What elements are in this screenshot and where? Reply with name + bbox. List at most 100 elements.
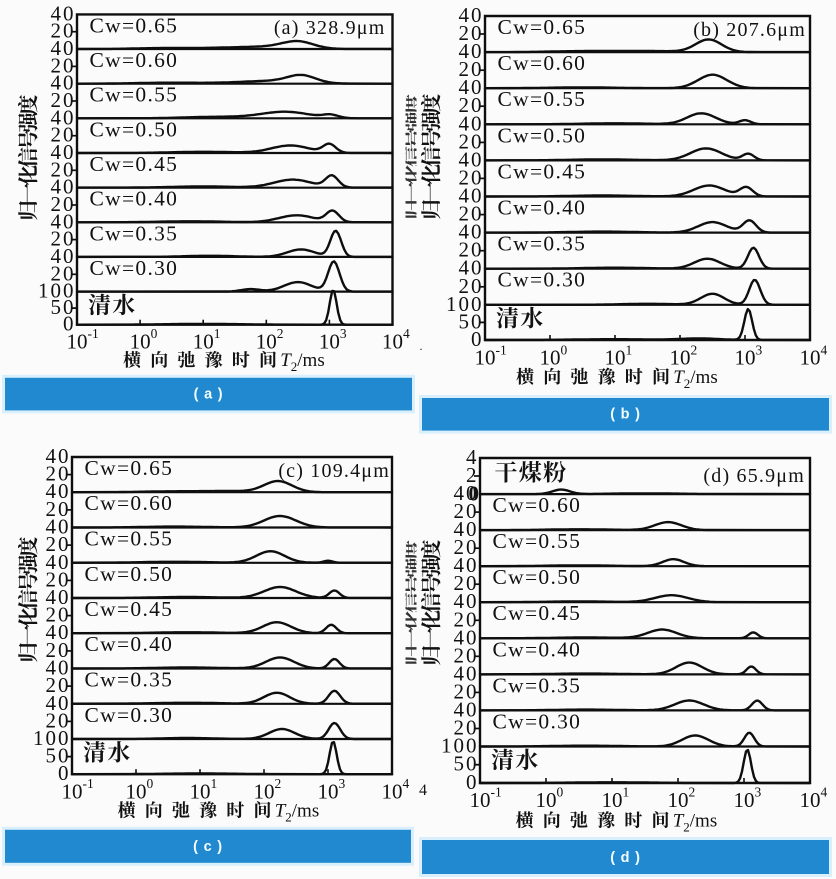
svg-text:Cw=0.55: Cw=0.55 — [498, 87, 587, 111]
svg-text:10-1: 10-1 — [62, 776, 94, 803]
svg-text:0: 0 — [471, 327, 484, 351]
svg-text:Cw=0.30: Cw=0.30 — [493, 709, 582, 733]
svg-text:100: 100 — [126, 776, 154, 803]
svg-text:40: 40 — [51, 36, 76, 60]
svg-text:40: 40 — [46, 620, 71, 644]
svg-text:10-1: 10-1 — [67, 326, 99, 353]
svg-text:104: 104 — [800, 342, 828, 369]
svg-text:20: 20 — [459, 165, 484, 189]
svg-text:20: 20 — [51, 157, 76, 181]
svg-text:Cw=0.50: Cw=0.50 — [90, 117, 179, 141]
svg-text:Cw=0.55: Cw=0.55 — [493, 529, 582, 553]
svg-text:40: 40 — [46, 585, 71, 609]
svg-text:Cw=0.45: Cw=0.45 — [493, 601, 582, 625]
svg-text:T2/ms: T2/ms — [673, 367, 718, 391]
svg-text:40: 40 — [46, 515, 71, 539]
svg-text:100: 100 — [130, 326, 158, 353]
svg-text:(d) 65.9μm: (d) 65.9μm — [703, 465, 805, 487]
svg-text:40: 40 — [51, 209, 76, 233]
svg-text:40: 40 — [459, 147, 484, 171]
svg-text:Cw=0.30: Cw=0.30 — [90, 256, 179, 280]
svg-text:20: 20 — [459, 274, 484, 298]
svg-text:50: 50 — [459, 309, 484, 333]
svg-text:( a ): ( a ) — [194, 387, 224, 403]
svg-text:Cw=0.60: Cw=0.60 — [498, 51, 587, 75]
svg-text:40: 40 — [459, 220, 484, 244]
svg-text:( d ): ( d ) — [610, 850, 641, 866]
svg-text:T2/ms: T2/ms — [280, 350, 325, 374]
svg-text:50: 50 — [46, 744, 71, 768]
svg-text:40: 40 — [459, 184, 484, 208]
svg-text:·: · — [419, 342, 423, 356]
svg-text:Cw=0.65: Cw=0.65 — [498, 15, 587, 39]
svg-text:102: 102 — [668, 785, 696, 812]
svg-text:20: 20 — [454, 643, 479, 667]
svg-text:4: 4 — [466, 445, 479, 469]
svg-text:102: 102 — [254, 776, 282, 803]
svg-text:20: 20 — [46, 673, 71, 697]
svg-text:20: 20 — [459, 21, 484, 45]
svg-text:Cw=0.65: Cw=0.65 — [85, 456, 174, 480]
svg-text:Cw=0.50: Cw=0.50 — [493, 565, 582, 589]
svg-text:40: 40 — [459, 39, 484, 63]
svg-text:Cw=0.35: Cw=0.35 — [85, 668, 174, 692]
svg-text:40: 40 — [51, 1, 76, 25]
svg-text:100: 100 — [33, 726, 71, 750]
svg-text:40: 40 — [46, 444, 71, 468]
svg-text:40: 40 — [46, 479, 71, 503]
svg-text:104: 104 — [800, 785, 828, 812]
svg-text:Cw=0.45: Cw=0.45 — [85, 597, 174, 621]
svg-text:20: 20 — [51, 123, 76, 147]
svg-text:40: 40 — [51, 244, 76, 268]
svg-text:20: 20 — [454, 607, 479, 631]
svg-text:101: 101 — [190, 776, 218, 803]
svg-text:(c) 109.4μm: (c) 109.4μm — [278, 460, 390, 482]
svg-text:( b ): ( b ) — [610, 407, 641, 423]
svg-text:103: 103 — [734, 785, 762, 812]
svg-text:20: 20 — [454, 499, 479, 523]
svg-text:0: 0 — [58, 761, 71, 785]
svg-text:Cw=0.40: Cw=0.40 — [498, 196, 587, 220]
svg-text:Cw=0.60: Cw=0.60 — [85, 491, 174, 515]
svg-text:Cw=0.40: Cw=0.40 — [90, 187, 179, 211]
svg-text:20: 20 — [51, 88, 76, 112]
svg-text:40: 40 — [459, 111, 484, 135]
svg-text:40: 40 — [51, 105, 76, 129]
svg-text:4: 4 — [419, 782, 427, 799]
svg-text:40: 40 — [459, 256, 484, 280]
svg-text:20: 20 — [51, 192, 76, 216]
svg-text:100: 100 — [540, 342, 568, 369]
svg-text:Cw=0.50: Cw=0.50 — [85, 562, 174, 586]
svg-text:20: 20 — [459, 202, 484, 226]
svg-text:40: 40 — [46, 656, 71, 680]
svg-text:(a) 328.9μm: (a) 328.9μm — [274, 17, 386, 39]
svg-text:Cw=0.30: Cw=0.30 — [498, 268, 587, 292]
svg-text:20: 20 — [454, 716, 479, 740]
svg-text:40: 40 — [454, 661, 479, 685]
svg-text:20: 20 — [51, 227, 76, 251]
svg-text:40: 40 — [459, 3, 484, 27]
svg-text:104: 104 — [382, 776, 410, 803]
svg-text:101: 101 — [193, 326, 221, 353]
svg-text:40: 40 — [454, 517, 479, 541]
svg-text:( c ): ( c ) — [193, 839, 223, 855]
svg-text:104: 104 — [382, 326, 410, 353]
svg-text:50: 50 — [51, 295, 76, 319]
svg-text:20: 20 — [459, 57, 484, 81]
svg-text:20: 20 — [454, 571, 479, 595]
svg-text:Cw=0.30: Cw=0.30 — [85, 703, 174, 727]
svg-text:Cw=0.55: Cw=0.55 — [90, 83, 179, 107]
svg-text:Cw=0.50: Cw=0.50 — [498, 123, 587, 147]
svg-text:0: 0 — [469, 482, 480, 506]
svg-text:101: 101 — [602, 785, 630, 812]
svg-text:10-1: 10-1 — [475, 342, 507, 369]
svg-text:40: 40 — [454, 553, 479, 577]
svg-text:T2/ms: T2/ms — [275, 801, 320, 825]
svg-text:20: 20 — [51, 53, 76, 77]
svg-text:100: 100 — [441, 734, 479, 758]
svg-text:40: 40 — [51, 71, 76, 95]
svg-text:40: 40 — [46, 691, 71, 715]
svg-text:20: 20 — [46, 638, 71, 662]
svg-text:20: 20 — [46, 603, 71, 627]
svg-text:0: 0 — [466, 770, 479, 794]
